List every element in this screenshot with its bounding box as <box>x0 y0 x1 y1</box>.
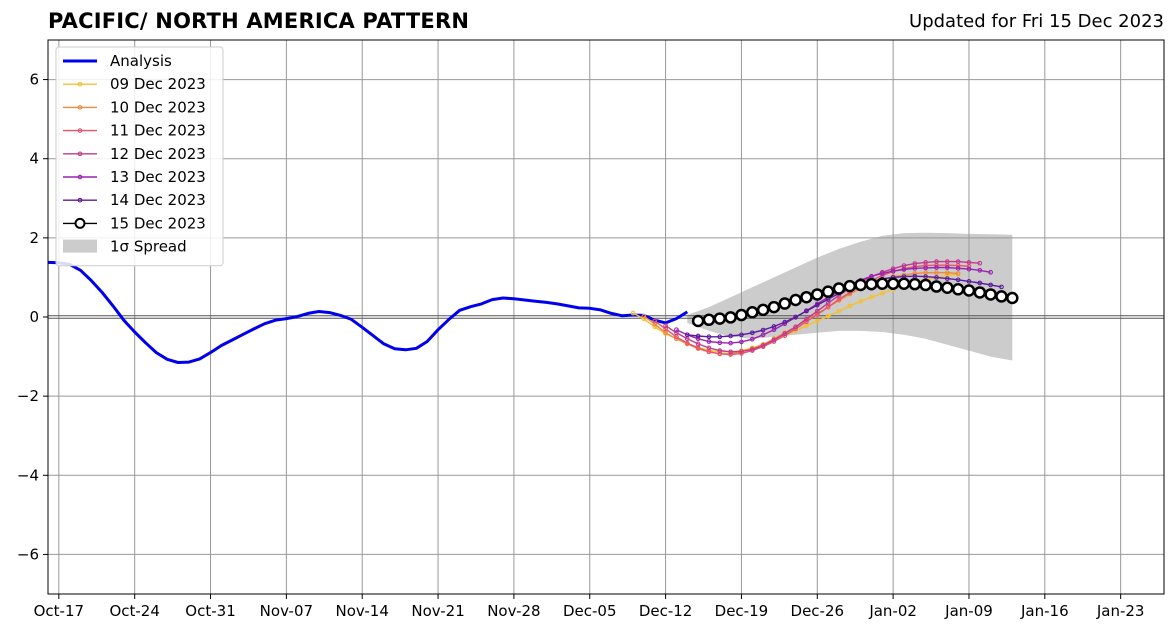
x-tick-label: Dec-26 <box>791 602 845 620</box>
series-analysis <box>48 262 687 362</box>
data-point <box>996 291 1006 301</box>
data-point <box>953 284 963 294</box>
x-tick-label: Nov-21 <box>411 602 464 620</box>
data-point <box>866 279 876 289</box>
data-point <box>726 312 736 322</box>
data-point <box>910 279 920 289</box>
x-tick-label: Dec-05 <box>563 602 617 620</box>
y-tick-label: −4 <box>17 466 39 484</box>
data-point <box>856 280 866 290</box>
x-tick-label: Oct-24 <box>109 602 159 620</box>
data-point <box>1007 293 1017 303</box>
data-point <box>888 279 898 289</box>
legend-label: 10 Dec 2023 <box>110 98 206 116</box>
data-point <box>812 289 822 299</box>
x-tick-label: Oct-17 <box>34 602 84 620</box>
data-point <box>758 305 768 315</box>
data-point <box>942 283 952 293</box>
data-point <box>791 295 801 305</box>
legend-label: 09 Dec 2023 <box>110 75 206 93</box>
chart-canvas: Oct-17 Oct-24 Oct-31 Nov-07 Nov-14 Nov-21 Nov-… <box>0 0 1176 633</box>
data-point <box>747 307 757 317</box>
data-point <box>704 315 714 325</box>
series-line <box>48 262 687 362</box>
y-tick-label: −6 <box>17 545 39 563</box>
y-tick-label: −2 <box>17 387 39 405</box>
legend-label: 1σ Spread <box>110 238 187 256</box>
data-point <box>877 279 887 289</box>
data-point <box>823 287 833 297</box>
x-tick-label: Jan-02 <box>868 602 917 620</box>
data-point <box>736 310 746 320</box>
legend-spread-swatch <box>63 240 97 253</box>
data-point <box>899 279 909 289</box>
legend-label: Analysis <box>110 52 172 70</box>
data-point <box>921 280 931 290</box>
x-tick-label: Dec-19 <box>715 602 769 620</box>
y-tick-label: 0 <box>29 308 39 326</box>
x-tick-label: Jan-09 <box>944 602 993 620</box>
data-point <box>715 314 725 324</box>
spread-band <box>687 233 1012 361</box>
data-point <box>780 299 790 309</box>
x-tick-label: Nov-28 <box>487 602 540 620</box>
data-point <box>986 289 996 299</box>
x-tick-label: Dec-12 <box>639 602 693 620</box>
y-tick-label: 4 <box>29 150 39 168</box>
legend: Analysis 09 Dec 2023 10 Dec 2023 11 Dec 202… <box>56 47 223 266</box>
y-tick-label: 2 <box>29 229 39 247</box>
legend-marker <box>76 219 85 228</box>
data-point <box>975 287 985 297</box>
data-point <box>964 285 974 295</box>
x-tick-label: Jan-16 <box>1020 602 1069 620</box>
spread-band-layer <box>687 233 1012 361</box>
legend-label: 13 Dec 2023 <box>110 168 206 186</box>
x-tick-label: Jan-23 <box>1096 602 1145 620</box>
data-point <box>845 281 855 291</box>
data-point <box>834 284 844 294</box>
data-point <box>693 316 703 326</box>
y-tick-label: 6 <box>29 71 39 89</box>
x-tick-label: Nov-14 <box>336 602 389 620</box>
legend-label: 15 Dec 2023 <box>110 214 206 232</box>
data-point <box>801 292 811 302</box>
x-tick-label: Oct-31 <box>185 602 235 620</box>
legend-label: 14 Dec 2023 <box>110 191 206 209</box>
data-point <box>769 302 779 312</box>
x-tick-label: Nov-07 <box>260 602 313 620</box>
legend-label: 12 Dec 2023 <box>110 145 206 163</box>
data-point <box>931 282 941 292</box>
legend-label: 11 Dec 2023 <box>110 122 206 140</box>
